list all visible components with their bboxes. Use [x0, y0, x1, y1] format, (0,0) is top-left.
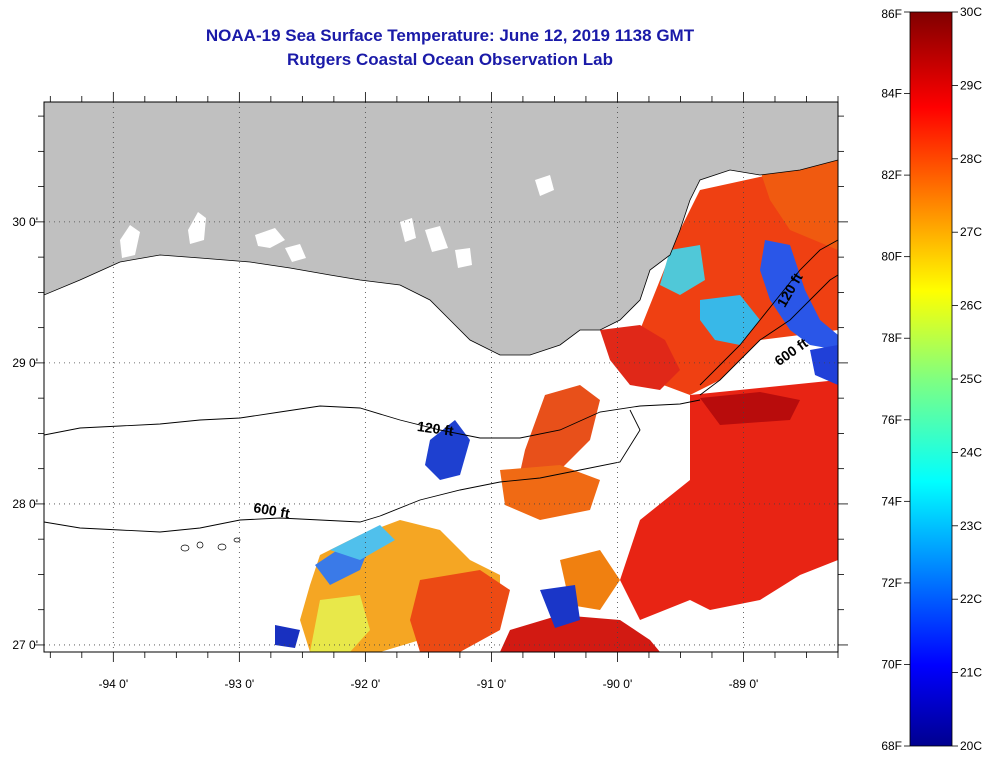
- fahrenheit-label: 68F: [881, 739, 902, 753]
- lon-tick-label: -93 0': [225, 677, 255, 691]
- contour-120ft-east: [699, 239, 838, 386]
- axis-labels: -94 0' -93 0' -92 0' -91 0' -90 0' -89 0' 27 0…: [12, 215, 758, 691]
- lon-tick-label: -89 0': [729, 677, 759, 691]
- fahrenheit-label: 86F: [881, 7, 902, 21]
- lat-tick-label: 28 0': [12, 497, 38, 511]
- fahrenheit-label: 80F: [881, 250, 902, 264]
- islands: [180, 537, 241, 552]
- land-mass: [44, 102, 838, 356]
- celsius-label: 24C: [960, 445, 982, 459]
- contour-label: 120 ft: [416, 418, 455, 439]
- sst-field: [275, 160, 838, 652]
- frame-ticks: [34, 92, 848, 662]
- colorbar-labels: 30C 29C 28C 27C 26C 25C 24C 23C 22C 21C 20C 86F 84F 8…: [881, 5, 982, 753]
- celsius-label: 27C: [960, 225, 982, 239]
- lon-tick-label: -94 0': [98, 677, 128, 691]
- celsius-label: 26C: [960, 299, 982, 313]
- fahrenheit-label: 76F: [881, 413, 902, 427]
- contour-600ft: [44, 409, 641, 533]
- lat-tick-label: 30 0': [12, 215, 38, 229]
- celsius-label: 20C: [960, 739, 982, 753]
- celsius-label: 29C: [960, 78, 982, 92]
- lon-tick-label: -90 0': [603, 677, 633, 691]
- map-subtitle: Rutgers Coastal Ocean Observation Lab: [287, 50, 613, 69]
- lon-tick-label: -91 0': [477, 677, 507, 691]
- land-cloud-spots: [120, 175, 554, 268]
- celsius-label: 30C: [960, 5, 982, 19]
- fahrenheit-label: 84F: [881, 87, 902, 101]
- celsius-label: 22C: [960, 592, 982, 606]
- fahrenheit-label: 78F: [881, 331, 902, 345]
- fahrenheit-label: 72F: [881, 576, 902, 590]
- fahrenheit-label: 70F: [881, 657, 902, 671]
- contour-label: 600 ft: [252, 499, 291, 521]
- contour-120ft: [44, 399, 701, 439]
- lat-tick-label: 27 0': [12, 638, 38, 652]
- graticule: [44, 102, 838, 652]
- celsius-label: 23C: [960, 519, 982, 533]
- celsius-label: 28C: [960, 152, 982, 166]
- lon-tick-label: -92 0': [351, 677, 381, 691]
- lat-tick-label: 29 0': [12, 356, 38, 370]
- map-title: NOAA-19 Sea Surface Temperature: June 12…: [205, 26, 695, 45]
- celsius-label: 25C: [960, 372, 982, 386]
- fahrenheit-label: 74F: [881, 494, 902, 508]
- celsius-label: 21C: [960, 666, 982, 680]
- contour-600ft-east: [699, 274, 838, 396]
- colorbar-gradient: [909, 11, 953, 747]
- map-frame: [43, 101, 839, 653]
- fahrenheit-label: 82F: [881, 168, 902, 182]
